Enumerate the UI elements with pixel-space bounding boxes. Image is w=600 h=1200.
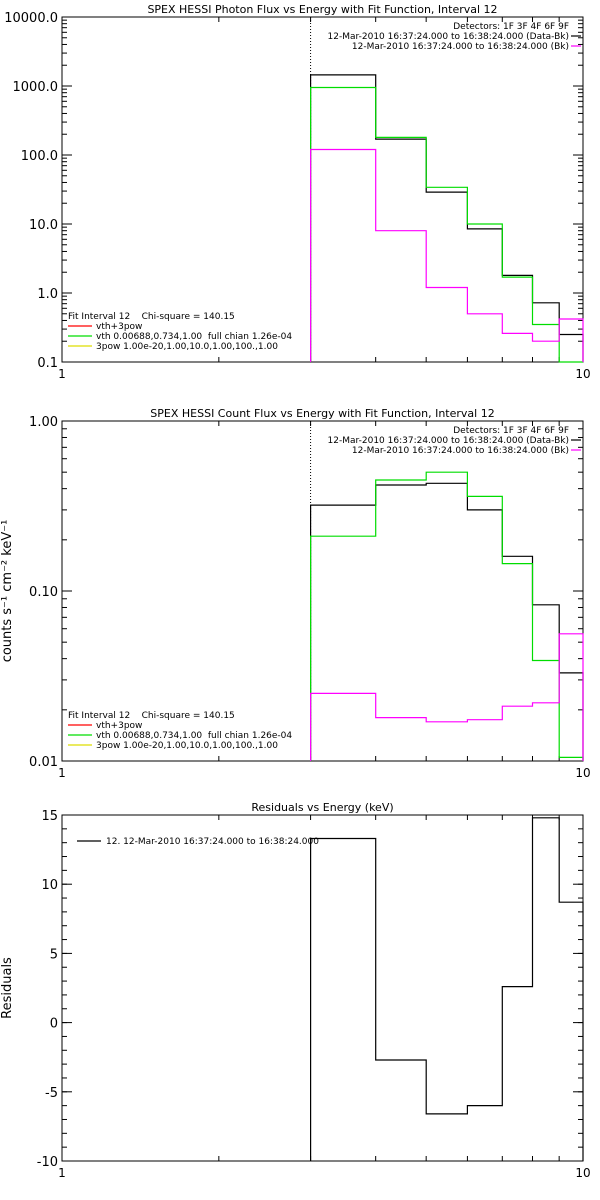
legend-entry-label: 12-Mar-2010 16:37:24.000 to 16:38:24.000… bbox=[328, 436, 569, 446]
legend-entry-label: 12-Mar-2010 16:37:24.000 to 16:38:24.000… bbox=[328, 32, 569, 42]
y-tick-label: 0 bbox=[50, 1017, 58, 1032]
chart-count: SPEX HESSI Count Flux vs Energy with Fit… bbox=[0, 407, 591, 780]
plot-frame bbox=[61, 16, 584, 363]
fit-legend-entry-label: vth 0.00688,0.734,1.00 full chian 1.26e-… bbox=[96, 332, 292, 342]
chart-title: Residuals vs Energy (keV) bbox=[251, 801, 393, 814]
y-axis-label: Residuals bbox=[0, 957, 15, 1019]
legend-entry-label: 12-Mar-2010 16:37:24.000 to 16:38:24.000… bbox=[352, 42, 569, 52]
y-tick-label: -5 bbox=[45, 1086, 58, 1101]
series-data-line bbox=[310, 817, 584, 1161]
plot-frame bbox=[61, 814, 584, 1162]
y-tick-label: 10000.0 bbox=[4, 11, 58, 26]
y-tick-label: 0.10 bbox=[29, 585, 58, 600]
x-tick-label: 10 bbox=[575, 766, 590, 780]
x-tick-label: 1 bbox=[58, 367, 66, 381]
series-data-line bbox=[310, 482, 584, 761]
chart-photon: SPEX HESSI Photon Flux vs Energy with Fi… bbox=[4, 3, 590, 381]
x-tick-label: 10 bbox=[575, 367, 590, 381]
chart-residuals: Residuals vs Energy (keV) 1 10 -10 -5 0 5 10 15 R… bbox=[0, 801, 591, 1180]
y-tick-label: 0.1 bbox=[37, 356, 58, 371]
fit-legend-entry-label: vth+3pow bbox=[96, 322, 142, 332]
x-tick-label: 10 bbox=[575, 1166, 590, 1180]
series-model_vth-line bbox=[310, 86, 583, 363]
legend-header: Detectors: 1F 3F 4F 6F 9F bbox=[453, 22, 569, 32]
fit-legend-entry-label: 3pow 1.00e-20,1.00,10.0,1.00,100.,1.00 bbox=[96, 342, 278, 352]
series-data-line bbox=[310, 74, 584, 362]
chart-title: SPEX HESSI Photon Flux vs Energy with Fi… bbox=[147, 3, 497, 16]
fit-legend-header: Fit Interval 12 Chi-square = 140.15 bbox=[68, 312, 235, 322]
x-tick-label: 1 bbox=[58, 766, 66, 780]
y-axis-label: counts s⁻¹ cm⁻² keV⁻¹ bbox=[0, 520, 15, 663]
fit-legend-entry-label: vth 0.00688,0.734,1.00 full chian 1.26e-… bbox=[96, 731, 292, 741]
y-tick-label: 100.0 bbox=[21, 149, 58, 164]
y-tick-label: 1.0 bbox=[37, 287, 58, 302]
plot-frame bbox=[61, 420, 584, 762]
fit-legend-entry-label: 3pow 1.00e-20,1.00,10.0,1.00,100.,1.00 bbox=[96, 741, 278, 751]
fit-legend-entry-label: vth+3pow bbox=[96, 721, 142, 731]
y-tick-label: 10.0 bbox=[29, 218, 58, 233]
y-tick-label: 15 bbox=[41, 809, 58, 824]
y-tick-label: -10 bbox=[37, 1155, 58, 1170]
y-tick-label: 1000.0 bbox=[13, 80, 59, 95]
y-tick-label: 1.00 bbox=[29, 415, 58, 430]
series-background-line bbox=[310, 633, 584, 761]
fit-legend-header: Fit Interval 12 Chi-square = 140.15 bbox=[68, 711, 235, 721]
x-tick-label: 1 bbox=[58, 1166, 66, 1180]
y-tick-label: 0.01 bbox=[29, 755, 58, 770]
series-model_vth-line bbox=[310, 471, 584, 761]
legend-entry-label: 12-Mar-2010 16:37:24.000 to 16:38:24.000… bbox=[352, 446, 569, 456]
legend-header: Detectors: 1F 3F 4F 6F 9F bbox=[453, 426, 569, 436]
series-background-line bbox=[310, 148, 584, 362]
y-tick-label: 5 bbox=[50, 947, 58, 962]
y-tick-label: 10 bbox=[41, 878, 58, 893]
legend-entry-label: 12. 12-Mar-2010 16:37:24.000 to 16:38:24… bbox=[106, 837, 319, 847]
chart-title: SPEX HESSI Count Flux vs Energy with Fit… bbox=[150, 407, 494, 420]
